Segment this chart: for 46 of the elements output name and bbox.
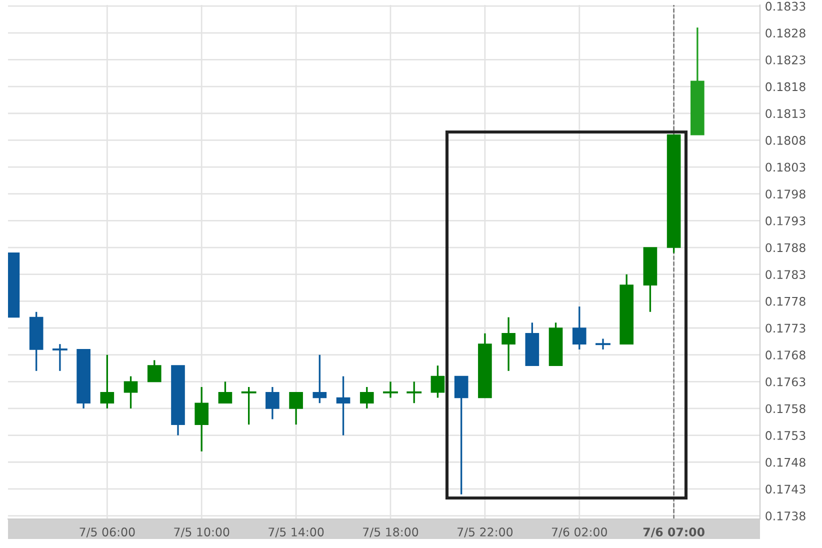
y-tick-label: 0.1813 bbox=[766, 109, 806, 118]
x-tick-label: 7/5 06:00 bbox=[80, 528, 135, 538]
y-tick-label: 0.1738 bbox=[766, 512, 806, 520]
candlestick bbox=[454, 375, 468, 496]
candlestick bbox=[52, 343, 68, 372]
y-tick-label: 0.1753 bbox=[766, 431, 806, 440]
candlestick bbox=[147, 359, 162, 382]
candlestick bbox=[266, 386, 280, 420]
y-tick-label: 0.1823 bbox=[766, 55, 806, 64]
candlestick bbox=[241, 386, 256, 426]
candlestick bbox=[406, 380, 422, 404]
y-tick-label: 0.1793 bbox=[766, 216, 806, 226]
candlestick bbox=[289, 392, 303, 426]
candlestick bbox=[596, 338, 610, 350]
y-tick-label: 0.1763 bbox=[766, 377, 806, 386]
candlestick bbox=[218, 380, 232, 404]
x-tick-label: 7/6 07:00 bbox=[643, 528, 704, 538]
x-tick-label: 7/5 22:00 bbox=[458, 528, 513, 538]
y-tick-label: 0.1768 bbox=[766, 350, 806, 360]
y-tick-label: 0.1803 bbox=[766, 162, 806, 172]
y-tick-label: 0.1773 bbox=[766, 324, 806, 333]
candlestick bbox=[100, 354, 114, 410]
y-tick-label: 0.1778 bbox=[766, 296, 806, 306]
candlestick bbox=[194, 386, 209, 452]
x-tick-label: 7/5 10:00 bbox=[174, 528, 230, 538]
y-tick-label: 0.1743 bbox=[766, 484, 806, 494]
y-tick-label: 0.1748 bbox=[766, 458, 806, 467]
x-tick-label: 7/5 14:00 bbox=[268, 528, 324, 538]
y-tick-label: 0.1788 bbox=[766, 243, 806, 252]
y-tick-label: 0.1798 bbox=[766, 190, 806, 199]
candlestick bbox=[430, 364, 445, 399]
candlestick bbox=[360, 386, 374, 410]
candlestick bbox=[383, 380, 398, 399]
y-tick-label: 0.1818 bbox=[766, 82, 806, 92]
candlestick bbox=[336, 375, 350, 436]
y-tick-label: 0.1833 bbox=[766, 2, 806, 11]
candlestick bbox=[502, 316, 516, 372]
candlestick bbox=[572, 306, 586, 350]
y-tick-label: 0.1758 bbox=[766, 404, 806, 414]
candlestick bbox=[124, 375, 138, 410]
candlestick bbox=[312, 354, 327, 404]
y-tick-label: 0.1808 bbox=[766, 136, 806, 145]
y-tick-label: 0.1828 bbox=[766, 28, 806, 38]
x-tick-label: 7/5 18:00 bbox=[363, 528, 418, 538]
x-tick-label: 7/6 02:00 bbox=[552, 528, 607, 538]
y-tick-label: 0.1783 bbox=[766, 270, 806, 279]
